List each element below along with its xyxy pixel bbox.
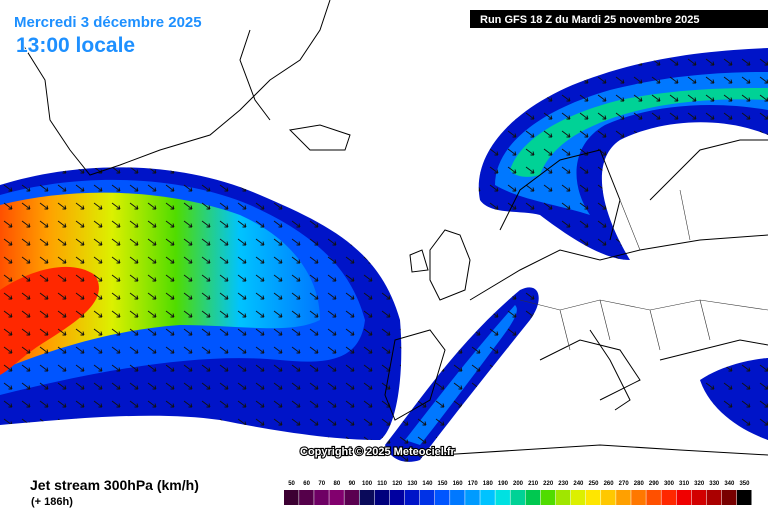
color-scale: 50 60 70 80 90 100 110 120 130 140 150 160 170 180 190…	[284, 481, 752, 505]
scale-swatch	[631, 490, 646, 505]
scale-label: 160	[453, 481, 464, 487]
scale-swatch	[284, 490, 299, 505]
scale-label: 270	[619, 481, 630, 487]
scale-swatch	[570, 490, 586, 505]
scale-swatch	[555, 490, 571, 505]
scale-swatch	[661, 490, 677, 505]
scale-label: 250	[588, 481, 599, 487]
jet-north	[478, 48, 768, 260]
scale-label: 170	[468, 481, 479, 487]
scale-swatch	[540, 490, 556, 505]
time: 13:00 locale	[16, 34, 135, 57]
scale-swatch	[525, 490, 541, 505]
scale-label: 110	[377, 481, 387, 487]
scale-swatch	[419, 490, 435, 505]
scale-label: 230	[558, 481, 569, 487]
scale-swatch	[616, 490, 631, 505]
scale-label: 200	[513, 481, 524, 487]
scale-label: 350	[739, 481, 750, 487]
scale-label: 70	[318, 481, 325, 487]
scale-label: 80	[333, 481, 340, 487]
scale-label: 260	[604, 481, 615, 487]
scale-swatch	[585, 490, 601, 505]
legend-title: Jet stream 300hPa (km/h)	[30, 477, 199, 493]
scale-label: 330	[709, 481, 720, 487]
scale-swatch	[299, 490, 314, 505]
scale-swatch	[510, 490, 526, 505]
scale-label: 240	[573, 481, 584, 487]
run-box	[470, 10, 768, 28]
scale-swatch	[465, 490, 480, 505]
scale-swatch	[374, 490, 390, 505]
scale-swatch	[480, 490, 495, 505]
copyright: Copyright © 2025 Meteociel.fr	[300, 446, 456, 458]
scale-label: 120	[392, 481, 403, 487]
scale-label: 310	[679, 481, 690, 487]
scale-swatch	[450, 490, 465, 505]
scale-swatch	[344, 490, 359, 505]
scale-label: 60	[303, 481, 310, 487]
scale-label: 100	[362, 481, 373, 487]
jet-south	[385, 287, 768, 462]
scale-swatch	[736, 490, 752, 505]
scale-swatch	[389, 490, 405, 505]
scale-label: 320	[694, 481, 705, 487]
scale-swatch	[434, 490, 450, 505]
scale-swatch	[721, 490, 737, 505]
scale-swatch	[329, 490, 344, 505]
coastlines	[19, 0, 768, 456]
run-info: Run GFS 18 Z du Mardi 25 novembre 2025	[480, 14, 699, 26]
scale-swatch	[495, 490, 510, 505]
scale-label: 50	[288, 481, 295, 487]
scale-swatch	[359, 490, 375, 505]
scale-swatch	[676, 490, 692, 505]
scale-label: 210	[528, 481, 539, 487]
scale-label: 340	[724, 481, 735, 487]
scale-label: 190	[498, 481, 509, 487]
date: Mercredi 3 décembre 2025	[14, 14, 202, 31]
jet-atlantic	[0, 167, 402, 440]
scale-swatch	[404, 490, 420, 505]
scale-label: 150	[438, 481, 449, 487]
scale-swatch	[314, 490, 329, 505]
scale-label: 300	[664, 481, 675, 487]
legend-lead: (+ 186h)	[31, 496, 73, 508]
scale-swatch	[601, 490, 616, 505]
scale-swatch	[691, 490, 707, 505]
scale-label: 290	[649, 481, 660, 487]
scale-label: 280	[634, 481, 645, 487]
scale-label: 90	[349, 481, 356, 487]
scale-label: 220	[543, 481, 554, 487]
scale-label: 130	[407, 481, 418, 487]
scale-label: 140	[422, 481, 433, 487]
scale-label: 180	[483, 481, 494, 487]
scale-swatch	[646, 490, 661, 505]
scale-swatch	[706, 490, 722, 505]
